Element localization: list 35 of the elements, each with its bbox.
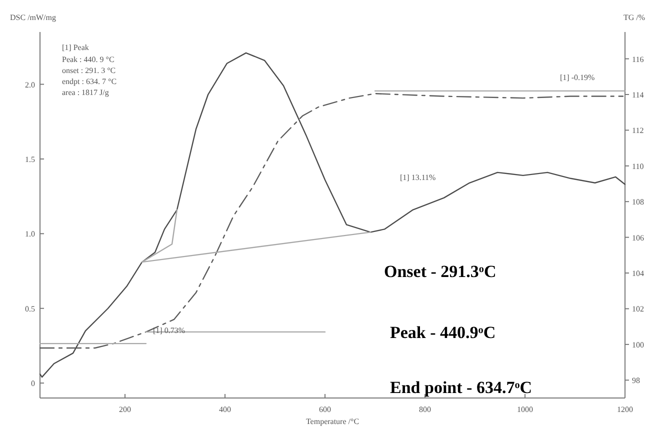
annotation: endpt : 634. 7 °C xyxy=(62,77,117,86)
annotation: Peak : 440. 9 °C xyxy=(62,55,114,64)
x-tick-label: 800 xyxy=(419,405,431,414)
y-tick-label: 0.5 xyxy=(25,304,35,314)
y-tick-label: 0 xyxy=(31,379,35,388)
y-tick-label: 2.0 xyxy=(25,80,35,90)
x-tick-label: 1000 xyxy=(517,405,533,414)
y2-tick-label: 116 xyxy=(632,54,644,64)
y2-tick-label: 98 xyxy=(632,376,640,386)
y-tick-label: 1.0 xyxy=(25,230,35,239)
x-tick-label: 1200 xyxy=(617,405,633,414)
x-axis-title: Temperature /°C xyxy=(306,417,360,426)
annotation: [1] 13.11% xyxy=(400,173,436,182)
annotation: End point - 634.7$^{o}$C xyxy=(390,378,532,397)
x-tick-label: 200 xyxy=(119,405,131,414)
x-tick-label: 400 xyxy=(219,405,231,414)
annotation: [1] Peak xyxy=(62,43,89,52)
y2-tick-label: 108 xyxy=(632,198,644,207)
y2-tick-label: 106 xyxy=(632,233,644,242)
y-tick-label: 1.5 xyxy=(25,154,35,164)
y-axis-title: DSC /mW/mg xyxy=(10,13,56,22)
annotation: area : 1817 J/g xyxy=(62,88,109,97)
annotation: Peak - 440.9$^{o}$C xyxy=(390,323,496,342)
y2-tick-label: 102 xyxy=(632,304,644,314)
annotation: [1] -0.19% xyxy=(560,73,595,82)
y2-tick-label: 112 xyxy=(632,126,644,136)
annotation: onset : 291. 3 °C xyxy=(62,66,116,75)
x-tick-label: 600 xyxy=(319,405,331,414)
y2-tick-label: 114 xyxy=(632,90,644,100)
y2-tick-label: 104 xyxy=(632,269,644,278)
y2-axis-title: TG /% xyxy=(623,13,646,22)
y2-tick-label: 100 xyxy=(632,340,644,350)
y2-tick-label: 110 xyxy=(632,162,644,171)
annotation: Onset - 291.3$^{o}$C xyxy=(384,262,496,281)
annotation: [1] 0.73% xyxy=(153,326,186,335)
